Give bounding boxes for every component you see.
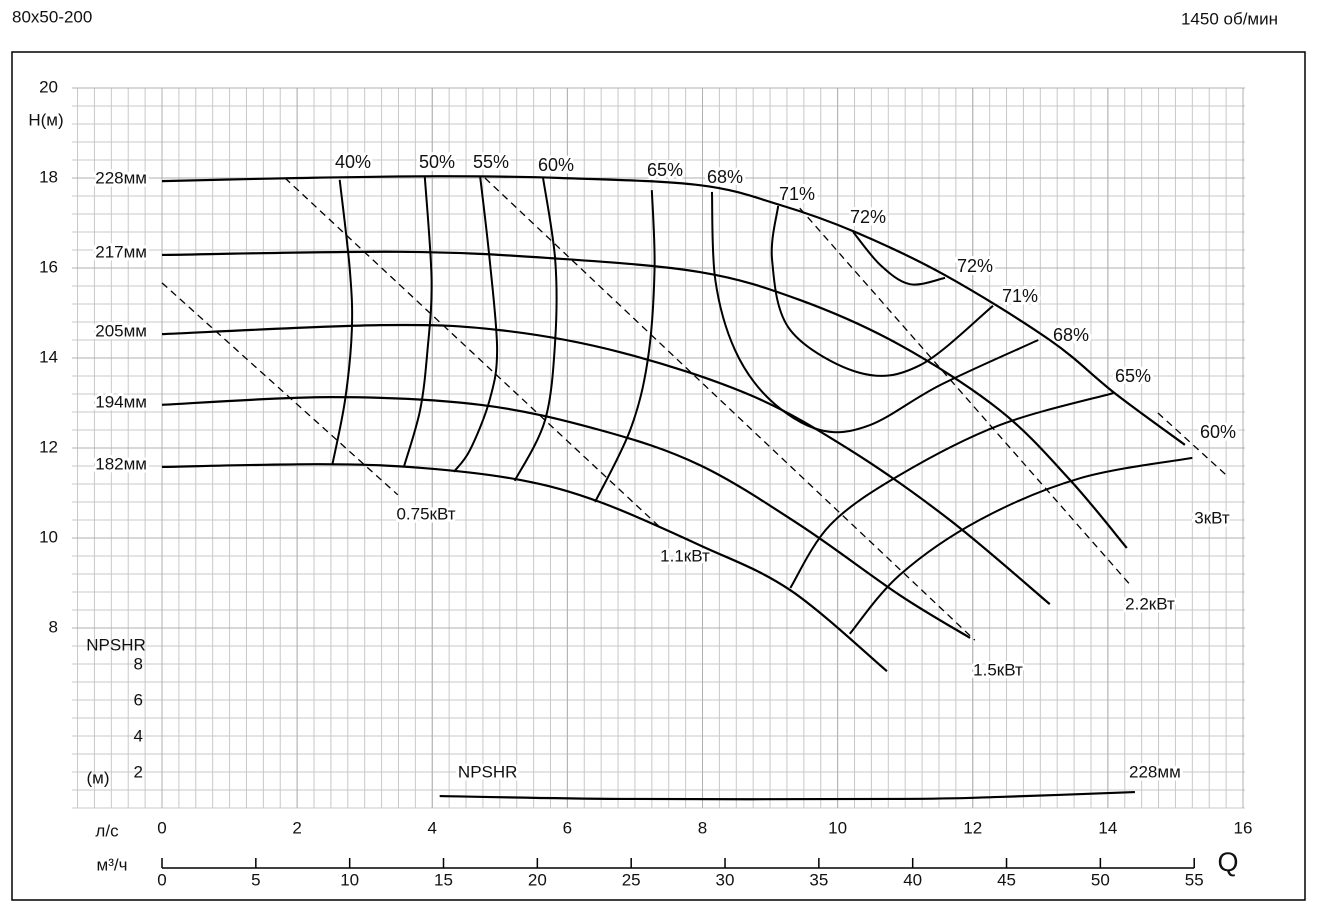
x-tick-label: 2 xyxy=(292,818,301,837)
power-label: 0.75кВт xyxy=(396,504,455,523)
head-curve xyxy=(161,463,888,673)
efficiency-label: 60% xyxy=(1200,422,1236,442)
x-tick-label: 8 xyxy=(698,818,707,837)
x-tick-label: 12 xyxy=(963,818,982,837)
power-line xyxy=(1157,412,1229,478)
y-label: H(м) xyxy=(28,110,63,129)
efficiency-line xyxy=(849,456,1193,635)
npshr-label: 228мм xyxy=(1129,762,1181,781)
npsh-axis-label: NPSHR xyxy=(86,635,146,654)
y-tick-label: 16 xyxy=(39,257,58,276)
frame xyxy=(11,51,1306,901)
efficiency-label: 68% xyxy=(1053,325,1089,345)
head-curve xyxy=(161,175,1186,446)
efficiency-label: 65% xyxy=(647,160,683,180)
npsh-tick-label: 6 xyxy=(134,690,143,709)
npshr-curve xyxy=(439,790,1135,801)
npsh-tick-label: 2 xyxy=(134,762,143,781)
x2-tick-label: 0 xyxy=(157,870,166,889)
x2-tick-label: 15 xyxy=(434,870,453,889)
x-unit: л/с xyxy=(95,821,119,840)
efficiency-label: 71% xyxy=(1002,286,1038,306)
efficiency-label: 55% xyxy=(473,152,509,172)
rpm: 1450 об/мин xyxy=(1181,9,1278,28)
x-tick-label: 14 xyxy=(1098,818,1117,837)
efficiency-label: 60% xyxy=(538,155,574,175)
y-tick-label: 8 xyxy=(49,617,58,636)
y-tick-label: 20 xyxy=(39,77,58,96)
x2-tick-label: 10 xyxy=(340,870,359,889)
y-tick-label: 10 xyxy=(39,527,58,546)
x-tick-label: 6 xyxy=(563,818,572,837)
npsh-tick-label: 4 xyxy=(134,726,143,745)
power-line xyxy=(284,177,661,528)
grid xyxy=(72,87,1245,809)
x2-tick-label: 45 xyxy=(997,870,1016,889)
npsh-tick-label: 8 xyxy=(134,654,143,673)
x2-tick-label: 35 xyxy=(809,870,828,889)
efficiency-line xyxy=(453,176,499,473)
power-label: 3кВт xyxy=(1194,508,1230,527)
x2-tick-label: 40 xyxy=(903,870,922,889)
power-label: 1.1кВт xyxy=(660,546,710,565)
efficiency-line xyxy=(594,190,656,503)
efficiency-line xyxy=(710,191,1039,434)
impeller-label: 205мм xyxy=(95,322,147,341)
power-label: 2.2кВт xyxy=(1125,594,1175,613)
x2-tick-label: 5 xyxy=(251,870,260,889)
x-tick-label: 0 xyxy=(157,818,166,837)
efficiency-line xyxy=(331,179,354,466)
x2-unit: м³/ч xyxy=(97,855,128,874)
efficiency-line xyxy=(770,205,994,377)
npshr-name: NPSHR xyxy=(458,762,518,781)
efficiency-label: 40% xyxy=(335,152,371,172)
power-line xyxy=(161,282,399,496)
efficiency-line xyxy=(513,177,558,482)
efficiency-label: 72% xyxy=(957,256,993,276)
npsh-unit: (м) xyxy=(86,768,109,787)
impeller-label: 182мм xyxy=(95,454,147,473)
x-label: Q xyxy=(1217,847,1238,877)
impeller-label: 217мм xyxy=(95,242,147,261)
x2-tick-label: 30 xyxy=(716,870,735,889)
head-curve xyxy=(161,250,1128,549)
x2-tick-label: 20 xyxy=(528,870,547,889)
power-label: 1.5кВт xyxy=(973,660,1023,679)
y-tick-label: 18 xyxy=(39,167,58,186)
y-tick-label: 12 xyxy=(39,437,58,456)
impeller-label: 194мм xyxy=(95,392,147,411)
efficiency-line xyxy=(402,177,433,468)
efficiency-label: 65% xyxy=(1115,366,1151,386)
efficiency-label: 71% xyxy=(779,184,815,204)
efficiency-line xyxy=(789,392,1114,589)
efficiency-label: 72% xyxy=(850,207,886,227)
x2-tick-label: 50 xyxy=(1091,870,1110,889)
x2-tick-label: 25 xyxy=(622,870,641,889)
power-line xyxy=(484,177,976,641)
y-tick-label: 14 xyxy=(39,347,58,366)
x-tick-label: 16 xyxy=(1234,818,1253,837)
head-curve xyxy=(161,396,971,639)
chart-title: 80x50-200 xyxy=(12,7,92,26)
efficiency-label: 50% xyxy=(419,152,455,172)
impeller-label: 228мм xyxy=(95,169,147,188)
efficiency-label: 68% xyxy=(707,167,743,187)
x-tick-label: 4 xyxy=(428,818,437,837)
x2-tick-label: 55 xyxy=(1185,870,1204,889)
head-curve xyxy=(161,323,1051,605)
x-tick-label: 10 xyxy=(828,818,847,837)
efficiency-line xyxy=(852,231,946,286)
